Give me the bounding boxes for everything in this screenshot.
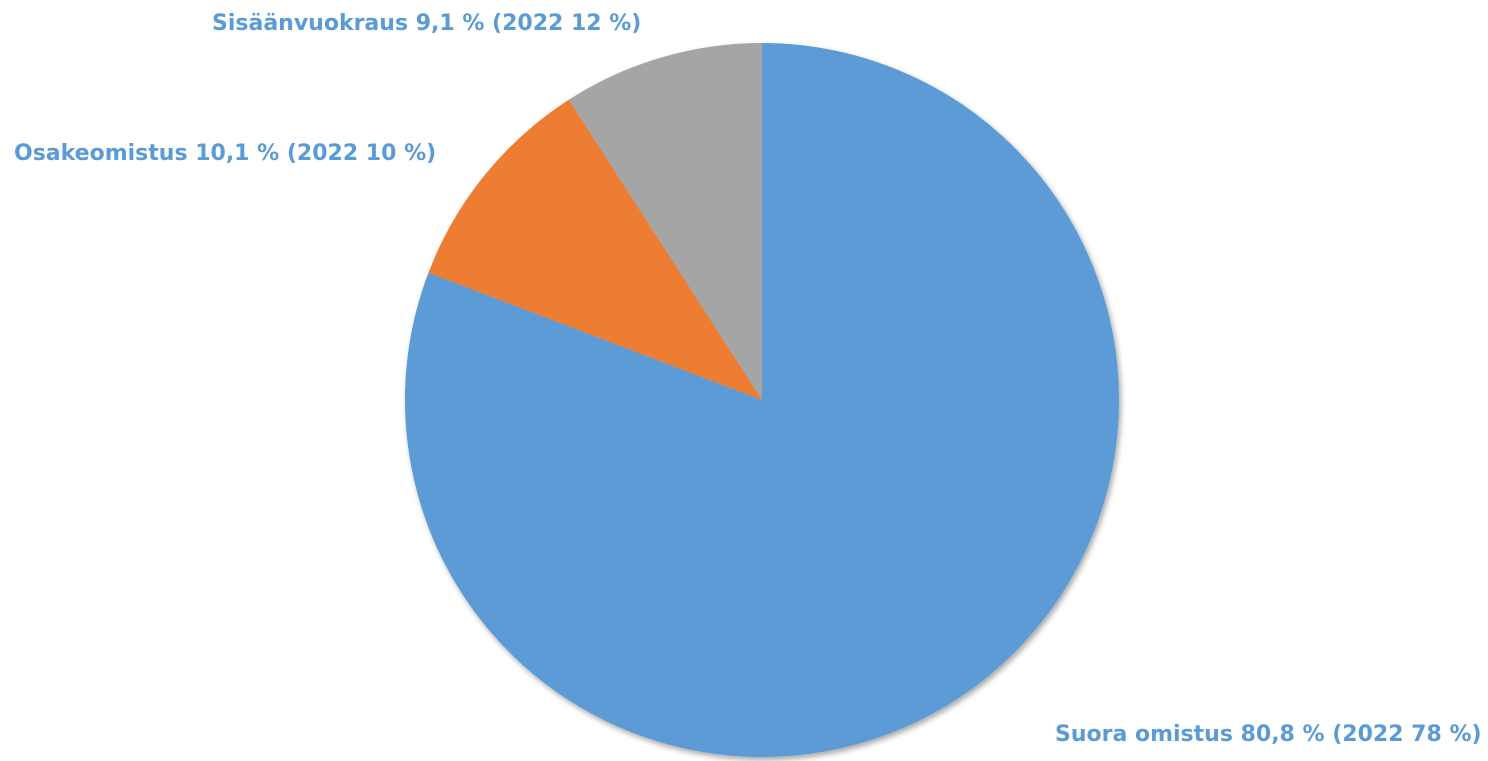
pie-slice-suora-omistus xyxy=(404,43,1119,757)
pie-slice-osakeomistus xyxy=(428,99,762,400)
data-label-osakeomistus: Osakeomistus 10,1 % (2022 10 %) xyxy=(14,141,436,166)
data-label-sis-nvuokraus: Sisäänvuokraus 9,1 % (2022 12 %) xyxy=(212,11,641,36)
data-label-suora-omistus: Suora omistus 80,8 % (2022 78 %) xyxy=(1055,722,1482,747)
pie-slices xyxy=(404,43,1119,757)
pie-labels: Suora omistus 80,8 % (2022 78 %) Osakeomi… xyxy=(14,11,1482,747)
pie-slice-sis-nvuokraus xyxy=(568,43,762,400)
